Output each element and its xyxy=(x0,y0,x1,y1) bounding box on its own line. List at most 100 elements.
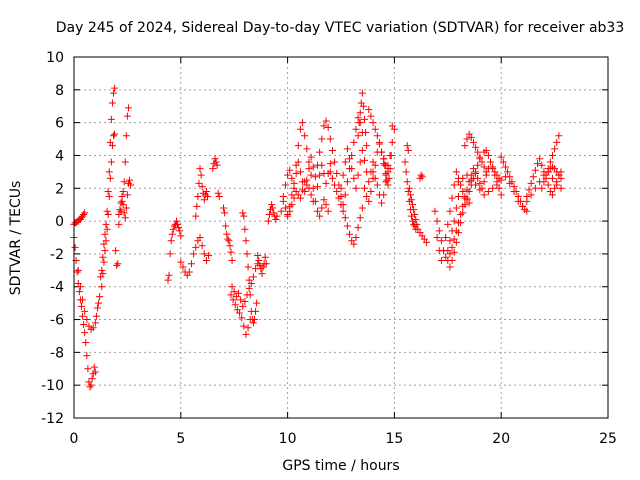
data-point xyxy=(352,184,360,192)
data-point xyxy=(200,196,208,204)
data-point xyxy=(380,155,388,163)
data-point xyxy=(333,188,341,196)
data-point xyxy=(343,178,351,186)
data-point xyxy=(96,293,104,301)
data-point xyxy=(307,191,315,199)
data-point xyxy=(531,166,539,174)
series-arc-24 xyxy=(354,89,371,150)
data-point xyxy=(450,217,458,225)
data-point xyxy=(240,212,248,220)
data-point xyxy=(227,248,235,256)
y-tick-label: 4 xyxy=(55,148,64,164)
data-point xyxy=(422,238,430,246)
x-tick-label: 5 xyxy=(176,431,185,447)
data-point xyxy=(90,363,98,371)
data-point xyxy=(115,211,123,219)
data-point xyxy=(365,106,373,114)
data-point xyxy=(239,209,247,217)
grid xyxy=(74,57,608,418)
data-point xyxy=(305,158,313,166)
data-point xyxy=(100,240,108,248)
data-point xyxy=(386,165,394,173)
data-point xyxy=(544,181,552,189)
data-point xyxy=(373,132,381,140)
data-point xyxy=(360,184,368,192)
data-point xyxy=(557,184,565,192)
data-point xyxy=(343,145,351,153)
data-point xyxy=(474,161,482,169)
data-point xyxy=(385,174,393,182)
data-point xyxy=(112,247,120,255)
data-point xyxy=(417,171,425,179)
chart-title: Day 245 of 2024, Sidereal Day-to-day VTE… xyxy=(56,20,625,36)
data-point xyxy=(202,256,210,264)
data-point xyxy=(551,145,559,153)
y-tick-label: -10 xyxy=(41,378,64,394)
data-point xyxy=(448,256,456,264)
data-point xyxy=(371,125,379,133)
data-point xyxy=(288,174,296,182)
data-point xyxy=(238,314,246,322)
data-point xyxy=(273,212,281,220)
data-point xyxy=(337,201,345,209)
data-point xyxy=(107,115,115,123)
data-point xyxy=(546,158,554,166)
data-point xyxy=(409,201,417,209)
data-point xyxy=(245,276,253,284)
data-point xyxy=(234,289,242,297)
data-point xyxy=(363,192,371,200)
data-point xyxy=(108,99,116,107)
data-point xyxy=(446,237,454,245)
data-point xyxy=(99,253,107,261)
data-point xyxy=(525,186,533,194)
data-point xyxy=(350,174,358,182)
data-point xyxy=(316,212,324,220)
data-point xyxy=(472,168,480,176)
data-point xyxy=(115,220,123,228)
data-point xyxy=(118,192,126,200)
data-point xyxy=(104,211,112,219)
y-tick-label: -6 xyxy=(50,313,64,329)
data-point xyxy=(452,204,460,212)
data-point xyxy=(358,204,366,212)
data-point xyxy=(97,273,105,281)
series-arc-11 xyxy=(209,155,223,200)
data-point xyxy=(281,181,289,189)
data-point xyxy=(337,184,345,192)
data-point xyxy=(211,155,219,163)
data-point xyxy=(256,261,264,269)
data-point xyxy=(388,122,396,130)
data-point xyxy=(365,197,373,205)
data-point xyxy=(318,204,326,212)
data-point xyxy=(482,168,490,176)
data-point xyxy=(454,192,462,200)
data-point xyxy=(331,158,339,166)
series-arc-30 xyxy=(403,142,430,246)
data-point xyxy=(369,119,377,127)
series-arc-17 xyxy=(264,201,281,225)
data-point xyxy=(480,191,488,199)
data-point xyxy=(81,209,89,217)
data-point xyxy=(412,215,420,223)
data-point xyxy=(446,207,454,215)
series-arc-9 xyxy=(177,234,213,279)
data-point xyxy=(193,202,201,210)
data-point xyxy=(431,207,439,215)
data-point xyxy=(213,161,221,169)
data-point xyxy=(168,230,176,238)
data-point xyxy=(290,194,298,202)
series-arc-12 xyxy=(220,204,236,264)
data-point xyxy=(105,192,113,200)
data-point xyxy=(504,168,512,176)
data-point xyxy=(98,283,106,291)
data-point xyxy=(177,232,185,240)
y-tick-label: 6 xyxy=(55,116,64,132)
data-point xyxy=(476,186,484,194)
data-point xyxy=(360,115,368,123)
data-point xyxy=(339,207,347,215)
data-point xyxy=(250,316,258,324)
data-point xyxy=(75,288,83,296)
data-point xyxy=(358,147,366,155)
data-point xyxy=(403,178,411,186)
